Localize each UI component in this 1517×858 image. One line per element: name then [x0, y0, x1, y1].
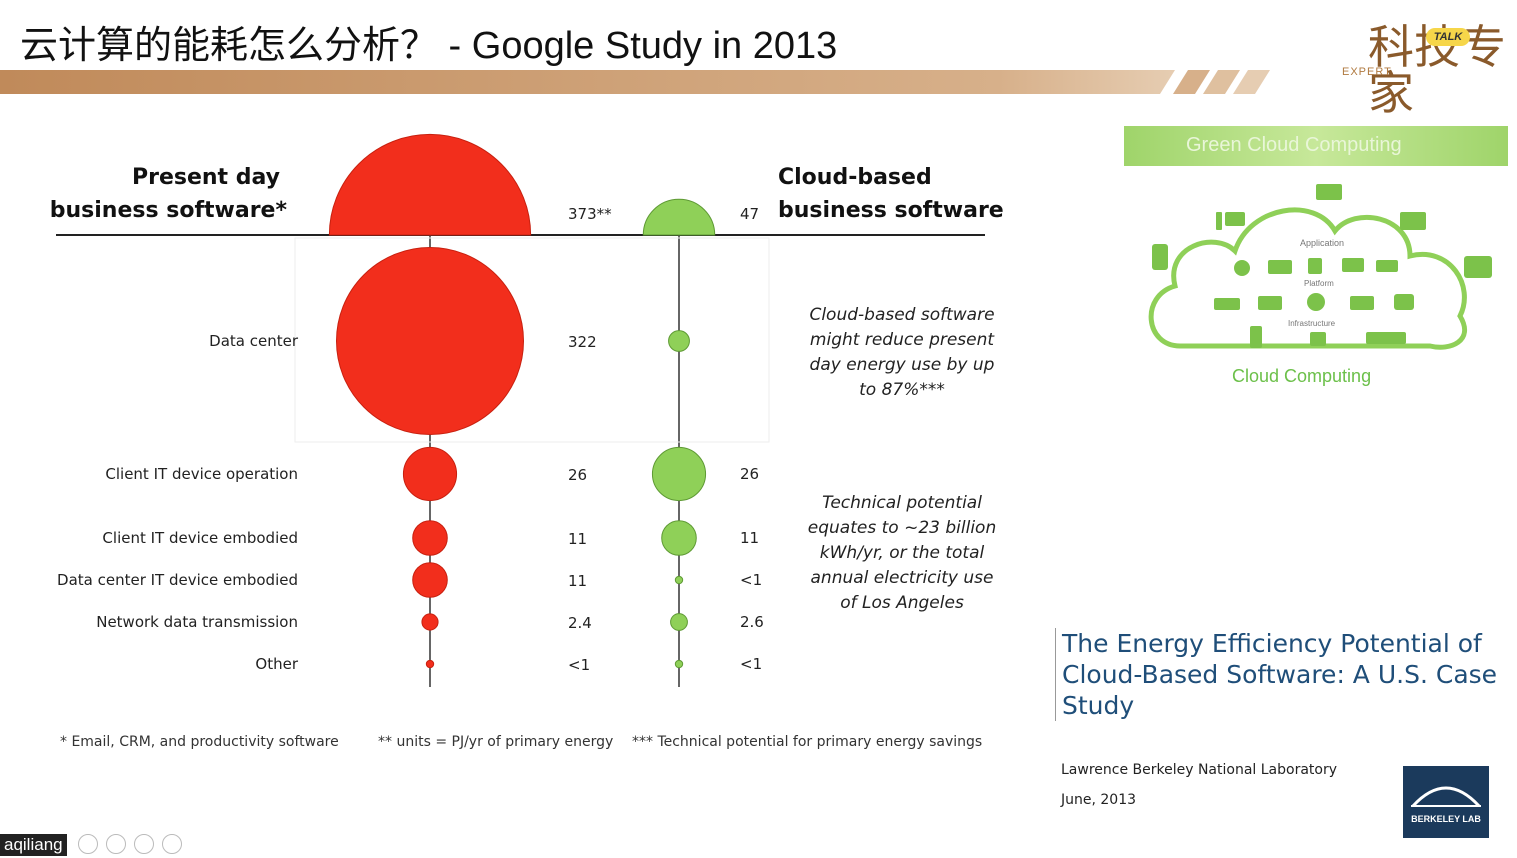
- bubble-present: [402, 446, 458, 502]
- value-label-present: 2.4: [568, 614, 592, 632]
- cloud-diagram: Application Platform Infrastructure: [1148, 184, 1492, 350]
- right-header-line1: Cloud-based: [778, 165, 932, 190]
- publication-date: June, 2013: [1061, 792, 1137, 808]
- meeting-toolbar: [78, 834, 182, 854]
- value-label-present: <1: [568, 656, 590, 674]
- value-label-cloud: <1: [740, 571, 762, 589]
- left-header-line1: Present day: [132, 165, 280, 190]
- value-label-present: 11: [568, 530, 587, 548]
- bubble-present: [425, 659, 435, 669]
- total-present-half-bubble: [328, 133, 532, 236]
- footnote-software: * Email, CRM, and productivity software: [60, 734, 339, 750]
- annotation-line: of Los Angeles: [840, 593, 964, 613]
- energy-bubble-chart: 373** 47 Present day business software* Clou…: [50, 133, 1004, 687]
- annotation-line: kWh/yr, or the total: [820, 543, 985, 563]
- left-header-line2: business software*: [50, 198, 288, 223]
- lab-name: Lawrence Berkeley National Laboratory: [1061, 762, 1338, 778]
- value-label-cloud: 2.6: [740, 613, 764, 631]
- bubble-cloud: [674, 659, 684, 669]
- zoom-icon[interactable]: [106, 834, 126, 854]
- bubble-present: [421, 613, 439, 631]
- talk-badge: TALK: [1426, 28, 1470, 46]
- title-bar: [0, 70, 1270, 94]
- annotation-line: might reduce present: [810, 330, 995, 350]
- category-label: Data center IT device embodied: [57, 571, 298, 589]
- mic-icon[interactable]: [78, 834, 98, 854]
- slide-title: 云计算的能耗怎么分析？ - Google Study in 2013: [20, 25, 838, 67]
- cloud-outline: [1148, 207, 1468, 350]
- cloud-caption: Cloud Computing: [1232, 366, 1372, 386]
- annotation-line: Technical potential: [822, 493, 982, 513]
- footnote-units: ** units = PJ/yr of primary energy: [378, 734, 614, 750]
- value-label-present: 11: [568, 572, 587, 590]
- banner-label: Green Cloud Computing: [1186, 134, 1402, 156]
- lab-arc-icon: [1411, 786, 1481, 808]
- total-present-label: 373**: [568, 205, 612, 223]
- more-icon[interactable]: [162, 834, 182, 854]
- category-label: Data center: [209, 332, 299, 350]
- annotation-line: Cloud-based software: [809, 305, 994, 325]
- annotation-line: equates to ~23 billion: [808, 518, 996, 538]
- category-label: Network data transmission: [96, 613, 298, 631]
- bubble-present: [336, 247, 524, 435]
- logo-sub: EXPERT: [1342, 66, 1392, 78]
- bubble-cloud: [668, 330, 690, 352]
- value-label-cloud: <1: [740, 655, 762, 673]
- value-label-present: 26: [568, 466, 587, 484]
- bubble-cloud: [661, 520, 697, 556]
- bubble-cloud: [674, 575, 684, 585]
- lab-logo-text: BERKELEY LAB: [1411, 814, 1481, 824]
- berkeley-lab-logo: BERKELEY LAB: [1403, 766, 1489, 838]
- annotation-line: annual electricity use: [811, 568, 994, 588]
- bubble-present: [412, 562, 448, 598]
- datacenter-frame: [294, 237, 770, 443]
- user-name-tag: aqiliang: [0, 834, 67, 856]
- total-cloud-label: 47: [740, 205, 759, 223]
- cloud-layer-infrastructure: Infrastructure: [1288, 319, 1336, 328]
- footnote-potential: *** Technical potential for primary ener…: [632, 734, 983, 750]
- cloud-layer-application: Application: [1300, 238, 1344, 248]
- category-label: Client IT device embodied: [102, 529, 298, 547]
- green-cloud-banner: Green Cloud Computing: [1124, 126, 1508, 166]
- category-label: Other: [255, 655, 298, 673]
- bubble-cloud: [670, 613, 688, 631]
- paper-title-block: The Energy Efficiency Potential of Cloud…: [1055, 628, 1512, 721]
- category-label: Client IT device operation: [105, 465, 298, 483]
- total-cloud-half-bubble: [642, 198, 716, 236]
- cloud-layer-platform: Platform: [1304, 279, 1334, 288]
- value-label-cloud: 11: [740, 529, 759, 547]
- right-header-line2: business software: [778, 198, 1004, 223]
- value-label-cloud: 26: [740, 465, 759, 483]
- screen-icon[interactable]: [134, 834, 154, 854]
- paper-title: The Energy Efficiency Potential of Cloud…: [1062, 629, 1498, 720]
- value-label-present: 322: [568, 333, 597, 351]
- bubble-cloud: [651, 446, 707, 502]
- device-icons: [1152, 184, 1492, 348]
- bubble-present: [412, 520, 448, 556]
- annotation-line: day energy use by up: [810, 355, 995, 375]
- annotation-line: to 87%***: [859, 380, 945, 400]
